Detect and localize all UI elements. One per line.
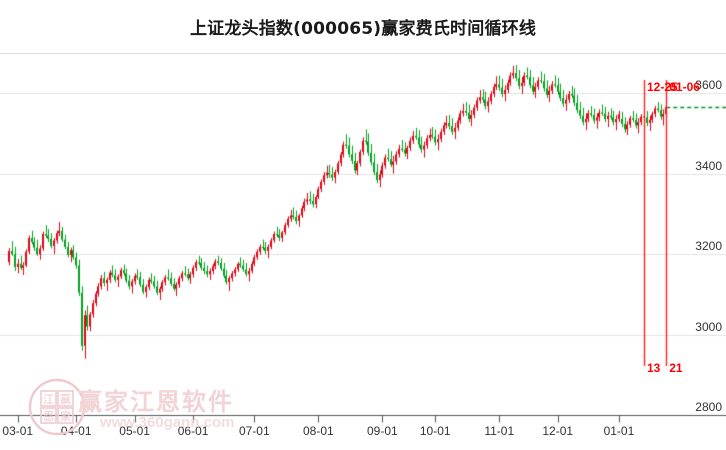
x-axis-tick-label: 01-01: [603, 424, 635, 438]
x-axis-tick-label: 05-01: [119, 424, 150, 438]
y-axis-tick-label: 3400: [695, 158, 722, 173]
fib-cycle-line-21-date-label: 01-06: [669, 80, 700, 94]
x-axis-tick-label: 04-01: [60, 424, 92, 438]
y-axis-tick-label: 3600: [695, 78, 722, 93]
y-axis-tick-label: 3000: [695, 319, 722, 334]
x-axis-tick-label: 12-01: [542, 424, 574, 438]
x-axis-tick-label: 03-01: [2, 424, 34, 438]
x-axis-tick-label: 11-01: [484, 424, 515, 438]
fib-cycle-line-13-count-label: 13: [646, 361, 661, 375]
y-axis-tick-label: 3200: [695, 239, 722, 254]
x-axis-tick-label: 10-01: [419, 424, 451, 438]
y-axis-tick-label: 2800: [695, 400, 722, 414]
fib-cycle-line-13-date-label: 12-25: [646, 80, 678, 94]
x-axis-tick-label: 09-01: [366, 424, 398, 438]
fib-cycle-line-21-count-label: 21: [669, 361, 683, 375]
x-axis-tick-label: 06-01: [177, 424, 209, 438]
x-axis-tick-label: 08-01: [302, 424, 334, 438]
x-axis-tick-label: 07-01: [238, 424, 270, 438]
